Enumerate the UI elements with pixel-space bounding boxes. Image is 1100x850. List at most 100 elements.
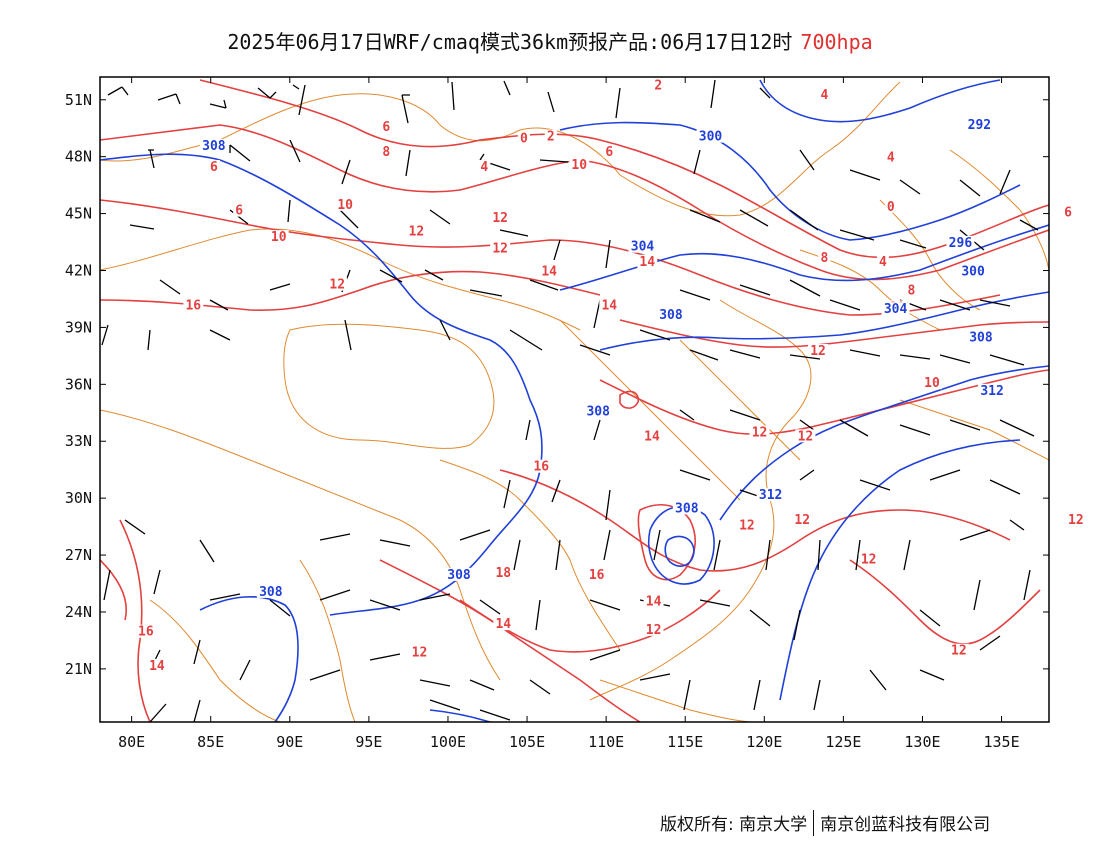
plot-frame bbox=[99, 76, 1050, 723]
height-contour-label-bg bbox=[978, 383, 1007, 397]
temperature-contour-label-bg bbox=[380, 144, 393, 158]
height-contour-label: 308 bbox=[675, 501, 699, 516]
temperature-contour-label: 16 bbox=[533, 460, 549, 475]
height-labels: 308 300 292 304 296 300 308 304 308 312 308 312 308 3… bbox=[199, 118, 1007, 600]
temperature-contour-label-bg bbox=[652, 78, 665, 92]
temperature-contour-label-bg bbox=[921, 376, 942, 390]
temperature-contour-label-bg bbox=[884, 199, 897, 213]
temperature-contour-label-bg bbox=[643, 594, 664, 608]
height-contour-label: 312 bbox=[759, 488, 782, 503]
lat-tick-label: 21N bbox=[65, 660, 92, 678]
height-contours bbox=[100, 79, 1049, 722]
lat-tick-label: 24N bbox=[65, 603, 92, 621]
temperature-contour-label: 12 bbox=[798, 429, 814, 444]
temperature-contour-label: 2 bbox=[547, 130, 555, 145]
temperature-contour-label: 14 bbox=[646, 594, 662, 609]
height-contour-label-bg bbox=[656, 307, 685, 321]
temperature-contour-label-bg bbox=[207, 159, 220, 173]
height-contour-label-bg bbox=[628, 239, 657, 253]
temperature-contour-label: 8 bbox=[907, 283, 915, 298]
height-contour-label: 312 bbox=[980, 384, 1003, 399]
lon-tick-label: 85E bbox=[197, 733, 224, 751]
temperature-contour-label: 16 bbox=[185, 298, 201, 313]
temperature-contour-label: 0 bbox=[887, 200, 895, 215]
temperature-contour-label-bg bbox=[858, 552, 879, 566]
temperature-contour-label: 14 bbox=[541, 264, 557, 279]
temperature-contour-label-bg bbox=[531, 459, 552, 473]
height-contour-label-bg bbox=[959, 264, 988, 278]
longitude-labels: 80E 85E 90E 95E 100E 105E 110E 115E 120E 125E 130E… bbox=[118, 733, 1020, 751]
temperature-contour-label-bg bbox=[146, 658, 167, 672]
height-contour-label-bg bbox=[584, 404, 613, 418]
temperature-contour-label: 12 bbox=[492, 211, 508, 226]
map-title: 2025年06月17日WRF/cmaq模式36km预报产品:06月17日12时 7… bbox=[0, 26, 1100, 55]
lat-tick-label: 42N bbox=[65, 262, 92, 280]
temperature-contour-label-bg bbox=[569, 158, 590, 172]
lon-tick-label: 135E bbox=[983, 733, 1019, 751]
lon-tick-label: 120E bbox=[746, 733, 782, 751]
temperature-contour-label-bg bbox=[183, 298, 204, 312]
height-contour-label: 308 bbox=[259, 585, 283, 600]
temperature-contour-label: 6 bbox=[235, 204, 243, 219]
temperature-contour-label-bg bbox=[493, 617, 514, 631]
temperature-contour-label: 4 bbox=[879, 255, 887, 270]
temperature-contour-label-bg bbox=[544, 129, 557, 143]
height-contour-label: 308 bbox=[586, 405, 610, 420]
temperature-contour-label: 8 bbox=[382, 145, 390, 160]
temperature-contour-label: 4 bbox=[820, 88, 828, 103]
temperature-contour-label-bg bbox=[517, 131, 530, 145]
temperature-contour-label: 12 bbox=[951, 644, 967, 659]
temperature-contour-label-bg bbox=[792, 512, 813, 526]
temperature-contour-label-bg bbox=[478, 159, 491, 173]
temperature-contour-label-bg bbox=[884, 150, 897, 164]
temperature-contour-label-bg bbox=[643, 622, 664, 636]
temperature-contour-label: 12 bbox=[1068, 513, 1084, 528]
height-contour-label: 308 bbox=[969, 331, 993, 346]
wind-barbs bbox=[101, 79, 1039, 722]
pressure-level: 700hpa bbox=[800, 30, 873, 54]
temperature-contour-label: 12 bbox=[739, 519, 755, 534]
temperature-contour-label: 12 bbox=[492, 242, 508, 257]
copyright-owner: 版权所有: 南京大学 bbox=[660, 815, 808, 835]
temperature-contour-label-bg bbox=[603, 144, 616, 158]
temperature-contour-label-bg bbox=[808, 343, 829, 357]
temperature-contour-label: 8 bbox=[820, 251, 828, 266]
temperature-contour-label: 12 bbox=[794, 513, 810, 528]
temperature-contour-label-bg bbox=[637, 254, 658, 268]
temperature-contour-label-bg bbox=[876, 254, 889, 268]
height-contour-label-bg bbox=[696, 129, 725, 143]
lon-tick-label: 130E bbox=[904, 733, 940, 751]
lon-tick-label: 100E bbox=[430, 733, 466, 751]
temperature-contour-label: 6 bbox=[1064, 205, 1072, 220]
latitude-labels: 51N 48N 45N 42N 39N 36N 33N 30N 27N 24N 21N bbox=[65, 91, 92, 678]
temperature-contour-label-bg bbox=[599, 298, 620, 312]
map-layers bbox=[100, 79, 1049, 722]
temperature-contour-label-bg bbox=[406, 224, 427, 238]
height-contour-label-bg bbox=[672, 501, 701, 515]
temperature-contour-label: 12 bbox=[329, 278, 345, 293]
lat-tick-label: 36N bbox=[65, 375, 92, 393]
copyright-footer: 版权所有: 南京大学 南京创蓝科技有限公司 bbox=[660, 810, 990, 836]
lon-tick-label: 90E bbox=[276, 733, 303, 751]
lat-tick-label: 51N bbox=[65, 91, 92, 109]
temperature-contour-label-bg bbox=[586, 567, 607, 581]
height-contour-label-bg bbox=[199, 139, 228, 153]
temperature-contour-label: 14 bbox=[149, 659, 165, 674]
temperature-contour-label-bg bbox=[948, 643, 969, 657]
temperature-contour-label: 14 bbox=[639, 255, 655, 270]
temperature-contour-label-bg bbox=[818, 87, 831, 101]
temperature-contour-label-bg bbox=[380, 120, 393, 134]
political-boundaries bbox=[100, 81, 1049, 722]
temperature-contour-label: 10 bbox=[271, 230, 287, 245]
temperature-contour-label: 6 bbox=[382, 120, 390, 135]
temperature-contour-label: 6 bbox=[605, 145, 613, 160]
temperature-contour-label: 12 bbox=[752, 426, 768, 441]
temperature-contour-label: 14 bbox=[601, 298, 617, 313]
temperature-contour-label-bg bbox=[736, 518, 757, 532]
height-contour-label: 292 bbox=[968, 118, 991, 133]
temperature-contour-label-bg bbox=[749, 425, 770, 439]
temperature-contour-label-bg bbox=[335, 197, 356, 211]
temperature-contour-label-bg bbox=[795, 429, 816, 443]
copyright-company: 南京创蓝科技有限公司 bbox=[820, 815, 991, 835]
